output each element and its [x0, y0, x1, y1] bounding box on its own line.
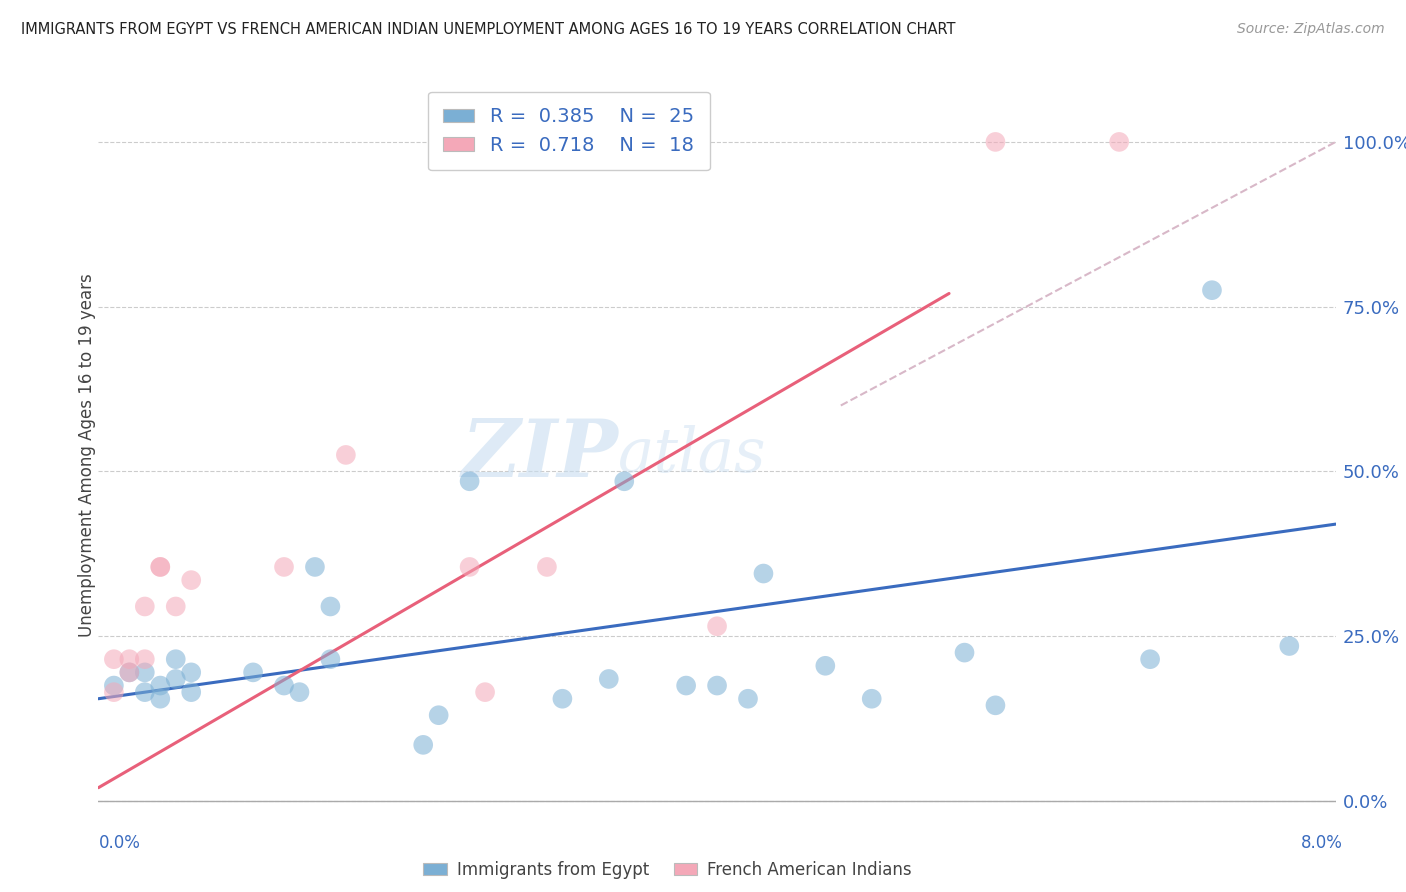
Point: [180, 573, 202, 587]
Point: [103, 652, 125, 666]
Point: [706, 619, 728, 633]
Point: [118, 665, 141, 680]
Point: [706, 679, 728, 693]
Point: [953, 646, 976, 660]
Point: [273, 560, 295, 574]
Text: ZIP: ZIP: [461, 417, 619, 493]
Point: [1108, 135, 1130, 149]
Point: [1139, 652, 1161, 666]
Point: [242, 665, 264, 680]
Point: [551, 691, 574, 706]
Point: [134, 665, 156, 680]
Point: [304, 560, 326, 574]
Point: [134, 652, 156, 666]
Point: [134, 599, 156, 614]
Point: [1278, 639, 1301, 653]
Point: [458, 475, 481, 489]
Point: [814, 658, 837, 673]
Point: [165, 599, 187, 614]
Point: [860, 691, 883, 706]
Point: [149, 560, 172, 574]
Point: [319, 652, 342, 666]
Text: IMMIGRANTS FROM EGYPT VS FRENCH AMERICAN INDIAN UNEMPLOYMENT AMONG AGES 16 TO 19: IMMIGRANTS FROM EGYPT VS FRENCH AMERICAN…: [21, 22, 956, 37]
Point: [118, 652, 141, 666]
Point: [273, 679, 295, 693]
Point: [412, 738, 434, 752]
Point: [984, 135, 1007, 149]
Point: [458, 560, 481, 574]
Point: [103, 679, 125, 693]
Point: [427, 708, 450, 723]
Point: [118, 665, 141, 680]
Point: [165, 652, 187, 666]
Point: [319, 599, 342, 614]
Text: 0.0%: 0.0%: [98, 834, 141, 852]
Text: atlas: atlas: [619, 425, 766, 485]
Point: [737, 691, 759, 706]
Point: [180, 685, 202, 699]
Point: [335, 448, 357, 462]
Point: [752, 566, 775, 581]
Point: [613, 475, 636, 489]
Point: [984, 698, 1007, 713]
Point: [474, 685, 496, 699]
Point: [675, 679, 697, 693]
Point: [598, 672, 620, 686]
Point: [1201, 283, 1223, 297]
Text: Source: ZipAtlas.com: Source: ZipAtlas.com: [1237, 22, 1385, 37]
Point: [536, 560, 558, 574]
Point: [149, 560, 172, 574]
Point: [103, 685, 125, 699]
Point: [149, 679, 172, 693]
Y-axis label: Unemployment Among Ages 16 to 19 years: Unemployment Among Ages 16 to 19 years: [79, 273, 96, 637]
Point: [134, 685, 156, 699]
Legend: Immigrants from Egypt, French American Indians: Immigrants from Egypt, French American I…: [416, 855, 918, 886]
Point: [288, 685, 311, 699]
Point: [149, 691, 172, 706]
Point: [165, 672, 187, 686]
Point: [180, 665, 202, 680]
Text: 8.0%: 8.0%: [1301, 834, 1343, 852]
